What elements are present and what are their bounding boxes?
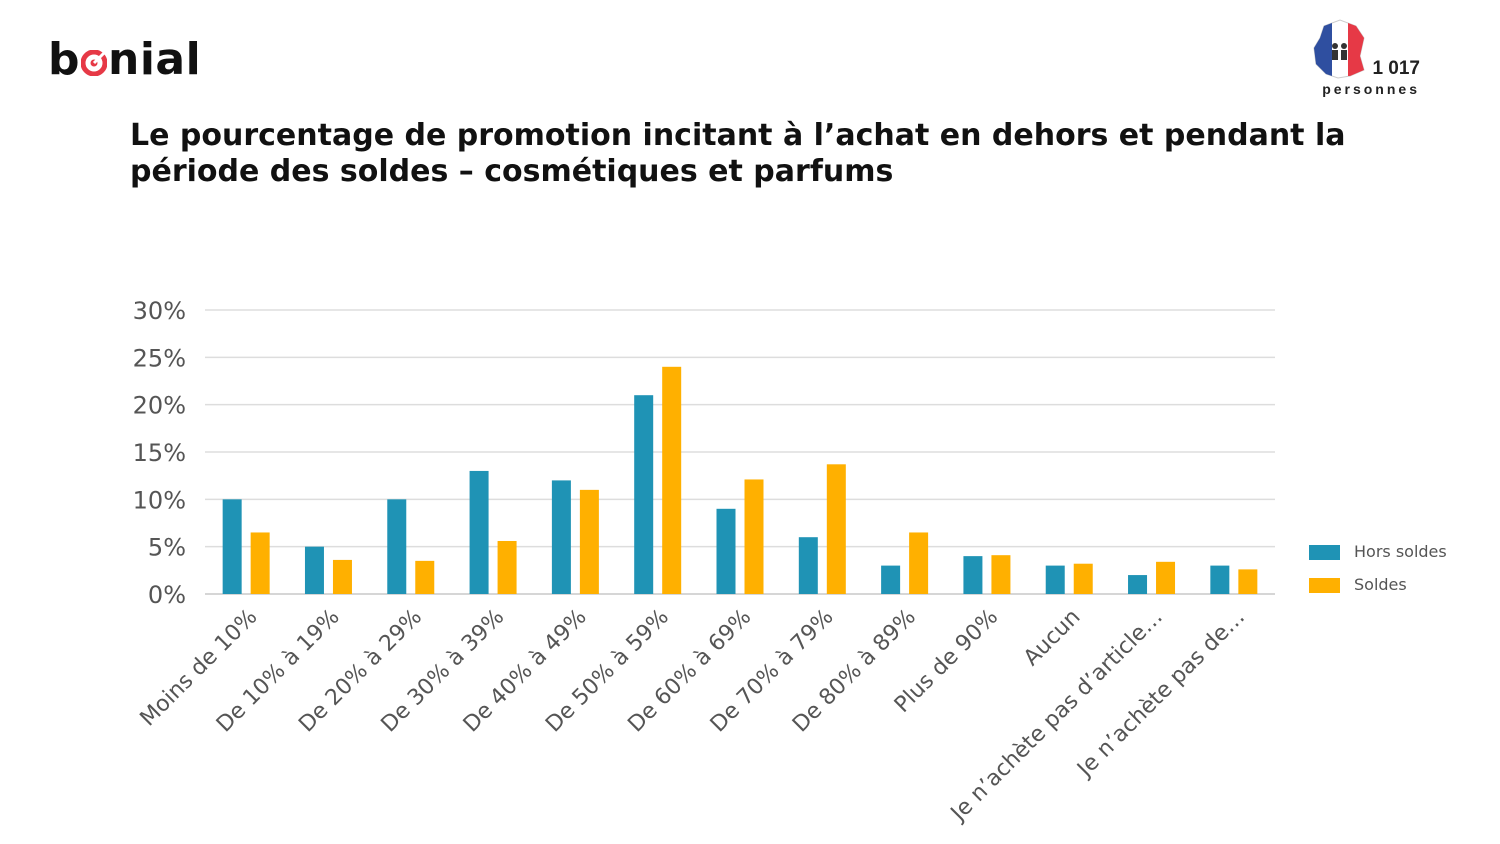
chart-title: Le pourcentage de promotion incitant à l… [130,118,1346,189]
bar-hors-soldes [304,546,324,594]
bar-soldes [415,560,435,594]
y-tick-label: 30% [133,297,186,325]
respondent-unit: personnes [1322,81,1420,97]
x-tick-label: Aucun [1019,605,1085,671]
y-axis-ticks: 0% 5% 10% 15% 20% 25% 30% [133,297,186,609]
bar-soldes [744,479,764,594]
respondent-count: 1 017 [1372,58,1420,79]
y-tick-label: 5% [148,534,186,562]
respondents-badge: 1 017 personnes [1310,18,1440,108]
bar-hors-soldes [222,499,242,594]
bar-hors-soldes [881,565,901,594]
y-tick-label: 10% [133,486,186,514]
bar-soldes [826,464,846,594]
x-tick-label: Je n’achète pas de… [1071,605,1250,784]
bar-soldes [1238,569,1258,594]
bar-soldes [250,532,270,594]
y-tick-label: 15% [133,439,186,467]
legend-label: Hors soldes [1354,542,1447,561]
bar-hors-soldes [798,537,818,594]
bar-soldes [909,532,929,594]
bar-hors-soldes [551,480,571,594]
bar-hors-soldes [1045,565,1065,594]
logo-text-end: nial [108,33,202,85]
bar-hors-soldes [1128,575,1148,594]
bar-hors-soldes [634,395,654,594]
bar-hors-soldes [387,499,407,594]
bar-soldes [1156,561,1176,594]
bar-hors-soldes [716,508,736,594]
legend-swatch [1309,545,1340,560]
bar-soldes [579,489,599,594]
y-tick-label: 25% [133,344,186,372]
bar-soldes [1073,563,1093,594]
france-map-icon [1313,19,1365,79]
bar-soldes [991,555,1011,594]
legend: Hors soldes Soldes [1309,542,1447,594]
bar-soldes [662,366,682,594]
legend-swatch [1309,578,1340,593]
bar-soldes [332,559,352,594]
bars [222,366,1258,594]
bar-hors-soldes [1210,565,1230,594]
y-tick-label: 0% [148,581,186,609]
x-axis-ticks: Moins de 10%De 10% à 19%De 20% à 29%De 3… [136,605,1251,828]
legend-label: Soldes [1354,575,1407,594]
bonial-logo: b nial [48,33,202,85]
y-tick-label: 20% [133,392,186,420]
target-logo-icon [81,50,107,76]
grid-lines [205,309,1275,595]
bar-soldes [497,540,517,594]
bar-hors-soldes [963,556,983,594]
logo-text-start: b [48,33,80,85]
bar-hors-soldes [469,470,489,594]
